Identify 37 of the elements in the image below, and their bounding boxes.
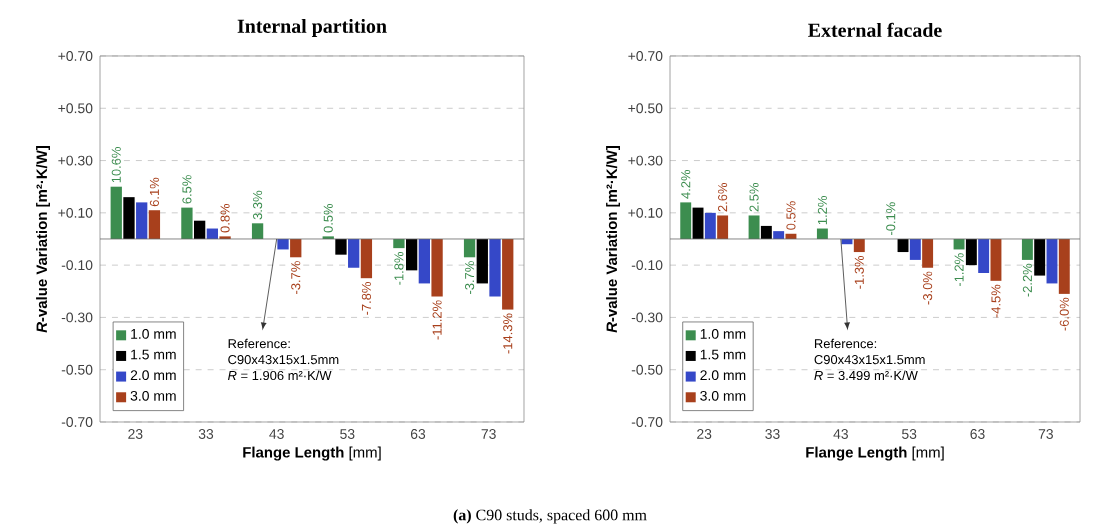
bar <box>148 210 161 239</box>
bar <box>431 238 443 297</box>
bar <box>418 238 431 284</box>
bar <box>181 207 193 239</box>
bar <box>922 238 934 268</box>
bar <box>704 212 716 239</box>
bar <box>193 220 206 239</box>
bar <box>123 197 135 239</box>
bar <box>405 238 418 271</box>
bar <box>1034 238 1046 276</box>
bar <box>978 238 990 273</box>
bar <box>773 231 785 239</box>
bar <box>990 238 1002 281</box>
bar <box>360 238 373 279</box>
bar <box>290 238 302 258</box>
bar <box>717 215 729 239</box>
bar <box>1058 238 1070 294</box>
bar <box>110 186 122 239</box>
bar <box>965 238 977 266</box>
chart-title: External facade <box>808 22 942 37</box>
bar <box>680 202 692 239</box>
bar <box>348 238 360 268</box>
bar <box>277 238 289 250</box>
bar <box>136 202 148 239</box>
bar <box>853 238 865 253</box>
bar <box>476 238 488 284</box>
bar <box>489 238 501 297</box>
bar <box>335 238 347 255</box>
bar <box>748 215 760 239</box>
bar <box>909 238 921 260</box>
bar <box>393 238 405 249</box>
bar <box>463 238 476 258</box>
bar <box>502 238 514 310</box>
bar <box>760 225 772 239</box>
chart-title: Internal partition <box>237 18 387 37</box>
bar <box>251 223 264 239</box>
bar <box>1021 238 1033 260</box>
